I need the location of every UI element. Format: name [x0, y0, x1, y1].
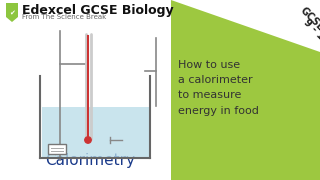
Text: How to use
a calorimeter
to measure
energy in food: How to use a calorimeter to measure ener…	[178, 60, 259, 116]
Bar	[171, 0, 320, 180]
Bar	[42, 107, 148, 156]
Text: ✔: ✔	[9, 10, 15, 16]
Bar	[48, 144, 66, 154]
Text: From The Science Break: From The Science Break	[22, 14, 106, 20]
Text: 9 - 1: 9 - 1	[302, 17, 320, 41]
Text: Calorimetry: Calorimetry	[45, 153, 135, 168]
Polygon shape	[6, 3, 18, 22]
Polygon shape	[171, 0, 320, 52]
Text: GCSE: GCSE	[298, 5, 320, 33]
Circle shape	[85, 137, 91, 143]
Text: Edexcel GCSE Biology: Edexcel GCSE Biology	[22, 4, 174, 17]
